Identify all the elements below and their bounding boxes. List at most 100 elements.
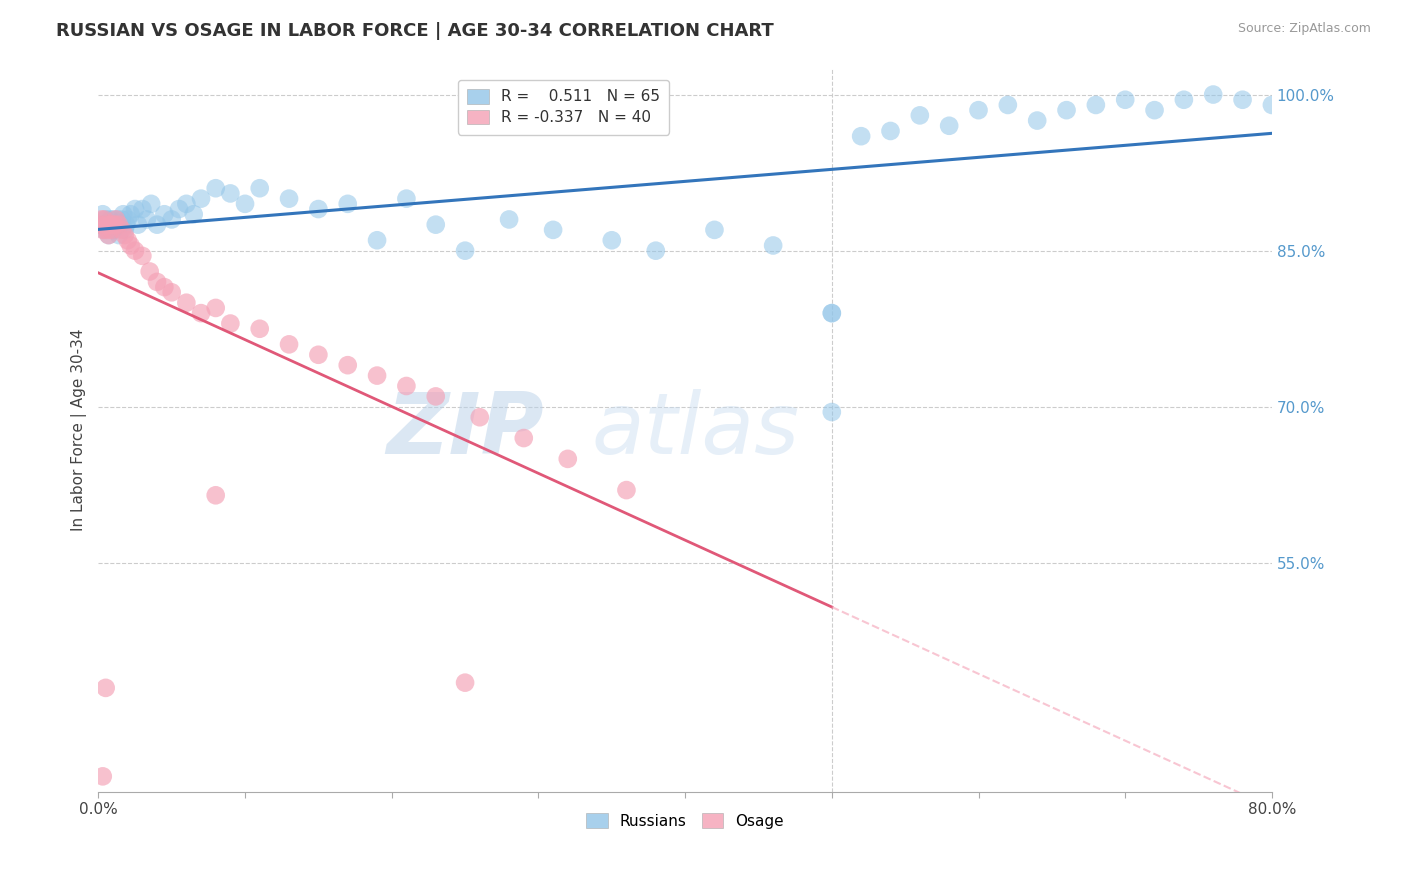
Y-axis label: In Labor Force | Age 30-34: In Labor Force | Age 30-34 — [72, 329, 87, 532]
Point — [821, 405, 844, 419]
Point — [307, 202, 329, 216]
Point — [111, 212, 134, 227]
Text: RUSSIAN VS OSAGE IN LABOR FORCE | AGE 30-34 CORRELATION CHART: RUSSIAN VS OSAGE IN LABOR FORCE | AGE 30… — [56, 22, 773, 40]
Point — [249, 181, 271, 195]
Point — [94, 681, 117, 695]
Point — [93, 212, 115, 227]
Point — [91, 223, 114, 237]
Point — [160, 285, 183, 300]
Point — [541, 223, 564, 237]
Point — [131, 202, 153, 216]
Point — [98, 212, 121, 227]
Point — [120, 207, 142, 221]
Point — [98, 218, 121, 232]
Point — [908, 108, 931, 122]
Point — [100, 218, 122, 232]
Point — [336, 358, 359, 372]
Point — [821, 306, 844, 320]
Point — [117, 212, 139, 227]
Point — [89, 218, 111, 232]
Point — [110, 218, 132, 232]
Point — [97, 228, 120, 243]
Point — [1143, 103, 1166, 117]
Legend: Russians, Osage: Russians, Osage — [581, 807, 790, 835]
Point — [91, 207, 114, 221]
Point — [1084, 98, 1107, 112]
Point — [146, 218, 169, 232]
Point — [93, 223, 115, 237]
Point — [117, 233, 139, 247]
Point — [108, 228, 131, 243]
Point — [1232, 93, 1254, 107]
Point — [153, 207, 176, 221]
Point — [498, 212, 520, 227]
Point — [108, 218, 131, 232]
Point — [425, 389, 447, 403]
Point — [131, 249, 153, 263]
Point — [167, 202, 190, 216]
Point — [124, 202, 146, 216]
Point — [204, 488, 226, 502]
Point — [146, 275, 169, 289]
Point — [94, 218, 117, 232]
Point — [127, 218, 149, 232]
Point — [395, 379, 418, 393]
Point — [103, 218, 125, 232]
Point — [1056, 103, 1078, 117]
Point — [249, 322, 271, 336]
Point — [395, 192, 418, 206]
Point — [1261, 98, 1284, 112]
Point — [114, 228, 136, 243]
Point — [104, 218, 127, 232]
Point — [454, 244, 477, 258]
Point — [135, 212, 157, 227]
Point — [204, 301, 226, 315]
Point — [160, 212, 183, 227]
Point — [101, 218, 124, 232]
Point — [233, 197, 256, 211]
Point — [107, 212, 129, 227]
Point — [1114, 93, 1136, 107]
Point — [1202, 87, 1225, 102]
Point — [703, 223, 725, 237]
Point — [94, 212, 117, 227]
Point — [879, 124, 901, 138]
Point — [938, 119, 960, 133]
Point — [821, 306, 844, 320]
Point — [90, 212, 112, 227]
Point — [153, 280, 176, 294]
Point — [366, 368, 388, 383]
Point — [111, 223, 134, 237]
Point — [219, 186, 242, 201]
Text: Source: ZipAtlas.com: Source: ZipAtlas.com — [1237, 22, 1371, 36]
Point — [190, 192, 212, 206]
Point — [97, 228, 120, 243]
Point — [176, 295, 198, 310]
Point — [425, 218, 447, 232]
Point — [138, 264, 160, 278]
Point — [468, 410, 491, 425]
Point — [124, 244, 146, 258]
Point — [96, 218, 118, 232]
Point — [644, 244, 666, 258]
Point — [997, 98, 1019, 112]
Point — [101, 212, 124, 227]
Point — [307, 348, 329, 362]
Point — [183, 207, 205, 221]
Point — [600, 233, 623, 247]
Point — [104, 212, 127, 227]
Point — [513, 431, 536, 445]
Point — [278, 337, 301, 351]
Point — [96, 223, 118, 237]
Point — [278, 192, 301, 206]
Point — [557, 451, 579, 466]
Point — [454, 675, 477, 690]
Point — [90, 218, 112, 232]
Point — [176, 197, 198, 211]
Point — [849, 129, 872, 144]
Point — [100, 223, 122, 237]
Point — [1173, 93, 1195, 107]
Point — [112, 207, 135, 221]
Point — [204, 181, 226, 195]
Point — [190, 306, 212, 320]
